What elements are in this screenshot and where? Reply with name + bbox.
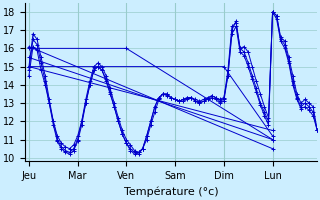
X-axis label: Température (°c): Température (°c)	[124, 187, 218, 197]
